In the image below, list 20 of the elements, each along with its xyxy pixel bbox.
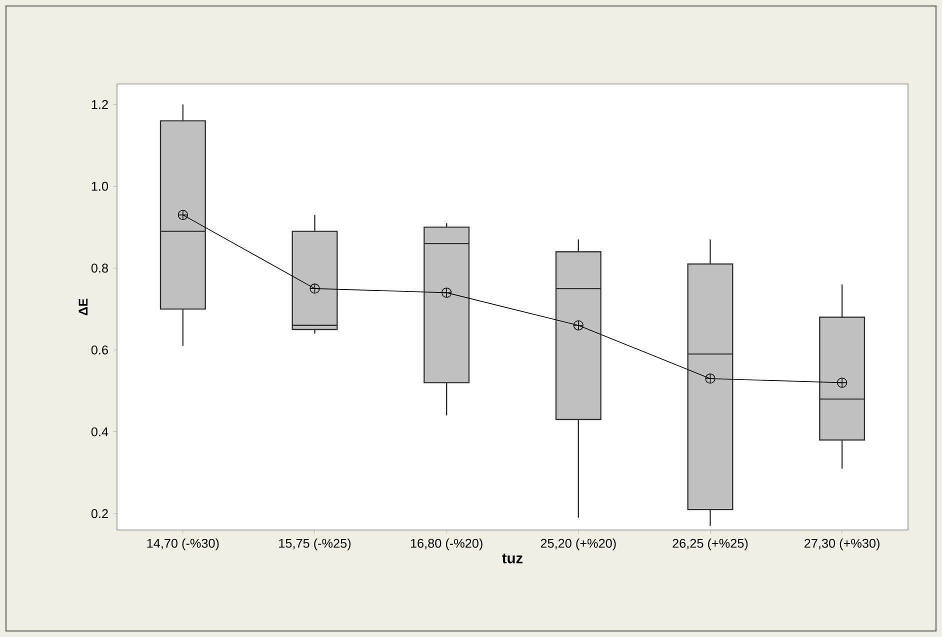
point <box>178 210 188 220</box>
y-tick-label: 0.8 <box>91 264 108 273</box>
point <box>442 288 452 298</box>
point <box>310 284 320 294</box>
x-axis-title: tuz <box>502 554 523 564</box>
point <box>573 320 584 330</box>
x-tick-label: 16,80 (-%20) <box>410 538 482 550</box>
x-tick-label: 25,20 (+%20) <box>540 538 616 550</box>
x-tick-label: 15,75 (-%25) <box>279 538 351 550</box>
x-tick-label: 26,25 (+%25) <box>672 538 748 550</box>
y-tick-label: 0.4 <box>91 427 108 436</box>
y-tick-label: 1.0 <box>92 182 108 191</box>
y-tick-label: 1.2 <box>92 100 108 109</box>
point <box>705 374 716 384</box>
point <box>837 378 848 388</box>
x-tick-label: 14,70 (-%30) <box>147 538 219 550</box>
y-tick-label: 0.6 <box>91 345 108 354</box>
y-axis-title: ΔE <box>78 298 88 316</box>
y-tick-label: 0.2 <box>91 509 108 518</box>
x-tick-label: 27,30 (+%30) <box>804 538 880 550</box>
